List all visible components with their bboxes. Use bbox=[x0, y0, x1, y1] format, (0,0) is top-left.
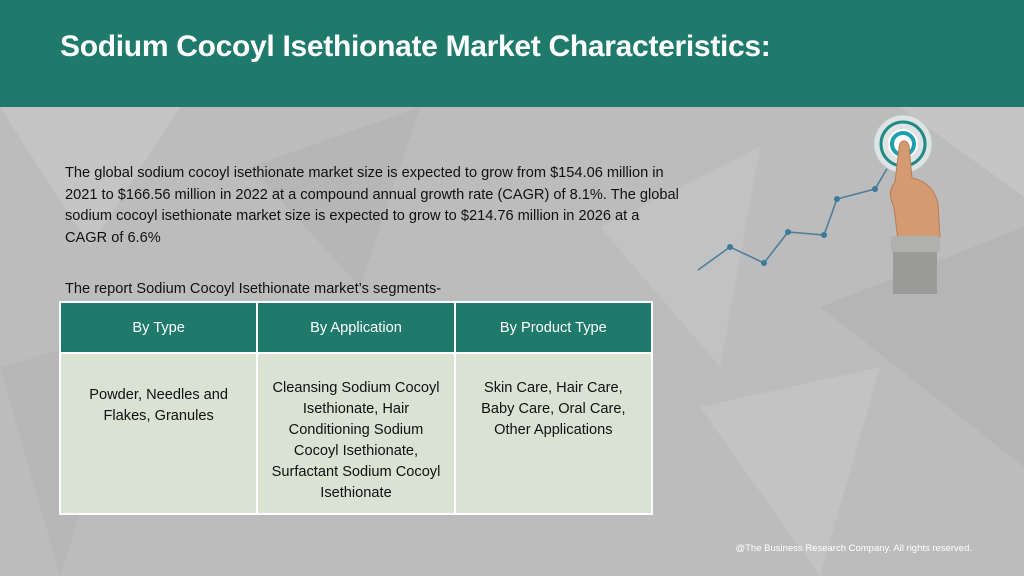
title-bar: Sodium Cocoyl Isethionate Market Charact… bbox=[0, 0, 1024, 107]
header-by-application: By Application bbox=[256, 301, 456, 354]
background-pattern bbox=[0, 107, 1024, 576]
target-growth-chart-hand-icon bbox=[697, 114, 941, 294]
header-by-product-type: By Product Type bbox=[453, 301, 654, 354]
cell-product-type: Skin Care, Hair Care, Baby Care, Oral Ca… bbox=[453, 352, 654, 515]
copyright-footer: @The Business Research Company. All righ… bbox=[735, 543, 972, 554]
segments-body-row: Powder, Needles and Flakes, Granules Cle… bbox=[58, 352, 654, 515]
segments-table: By Type By Application By Product Type P… bbox=[58, 301, 654, 515]
page-title: Sodium Cocoyl Isethionate Market Charact… bbox=[60, 30, 771, 63]
segments-label: The report Sodium Cocoyl Isethionate mar… bbox=[65, 281, 442, 297]
cell-application: Cleansing Sodium Cocoyl Isethionate, Hai… bbox=[256, 352, 456, 515]
header-by-type: By Type bbox=[58, 301, 259, 354]
market-summary: The global sodium cocoyl isethionate mar… bbox=[65, 165, 679, 246]
cell-type: Powder, Needles and Flakes, Granules bbox=[58, 352, 259, 515]
segments-header-row: By Type By Application By Product Type bbox=[58, 301, 654, 354]
